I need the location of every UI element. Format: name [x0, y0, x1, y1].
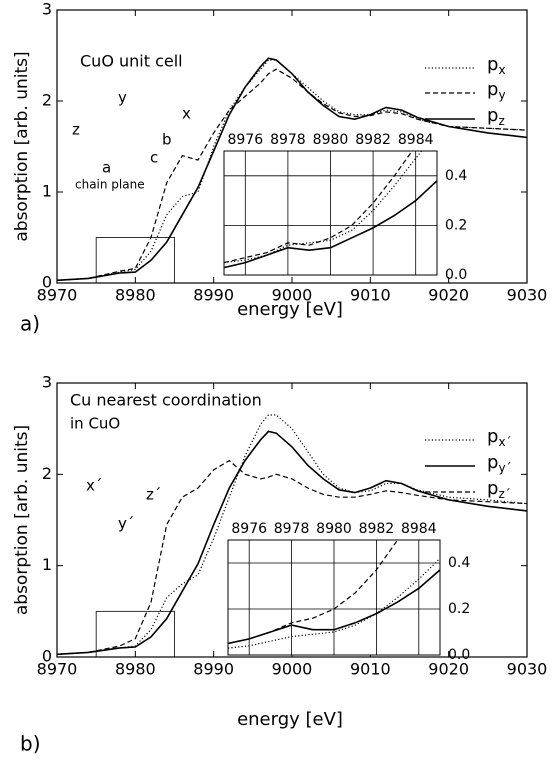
annotation: x [182, 105, 191, 123]
y-tick-label: 0.0 [445, 267, 467, 283]
legend-label: px [487, 54, 506, 77]
x-tick-label: 9020 [428, 660, 469, 679]
panel-label: b) [20, 732, 41, 756]
y-tick-label: 0.4 [445, 168, 467, 184]
series-line [224, 151, 413, 264]
annotation: y [118, 89, 127, 107]
x-tick-label: 8982 [355, 132, 391, 148]
y-tick-label: 3 [42, 0, 52, 19]
legend-label: px´ [487, 426, 512, 449]
annotation: x´ [86, 477, 102, 495]
x-tick-label: 9030 [507, 660, 548, 679]
x-tick-label: 8980 [115, 660, 156, 679]
x-tick-label: 8976 [231, 521, 267, 537]
y-tick-label: 0.2 [445, 217, 467, 233]
panel-label: a) [20, 312, 40, 336]
x-tick-label: 8984 [401, 521, 437, 537]
x-tick-label: 8976 [227, 132, 263, 148]
series-line [228, 540, 399, 645]
x-tick-label: 9010 [350, 660, 391, 679]
annotation: in CuO [70, 415, 120, 433]
x-tick-label: 9020 [428, 286, 469, 305]
legend-label: pz [487, 105, 505, 128]
y-tick-label: 0 [42, 273, 52, 292]
zoom-box [95, 237, 175, 284]
legend-label: py [487, 79, 506, 102]
x-tick-label: 8978 [274, 521, 310, 537]
x-tick-label: 9030 [507, 286, 548, 305]
series-line [57, 459, 527, 655]
x-tick-label: 9000 [272, 286, 313, 305]
annotation-title: Cu nearest coordination [70, 391, 262, 410]
annotation: chain plane [75, 178, 145, 192]
series-line [57, 59, 527, 281]
x-tick-label: 9010 [350, 286, 391, 305]
x-tick-label: 8980 [316, 521, 352, 537]
y-tick-label: 1 [42, 182, 52, 201]
x-tick-label: 8970 [37, 286, 78, 305]
series-line [57, 57, 527, 282]
y-tick-label: 0.2 [448, 601, 470, 617]
x-tick-label: 9000 [272, 660, 313, 679]
x-tick-label: 8982 [359, 521, 395, 537]
x-tick-label: 8980 [115, 286, 156, 305]
annotation: c [150, 149, 158, 167]
y-tick-label: 3 [42, 373, 52, 392]
annotation: a [102, 159, 111, 177]
series-line [57, 430, 527, 656]
y-axis-label: absorption [arb. units] [12, 51, 32, 241]
y-tick-label: 0.4 [448, 555, 470, 571]
series-line [224, 151, 423, 264]
x-tick-label: 8970 [37, 660, 78, 679]
y-tick-label: 1 [42, 555, 52, 574]
y-tick-label: 2 [42, 91, 52, 110]
x-axis-label: energy [eV] [237, 299, 343, 320]
annotation: z´ [146, 486, 161, 504]
y-axis-label: absorption [arb. units] [12, 425, 32, 615]
annotation: b [162, 131, 172, 149]
x-axis-label: energy [eV] [237, 709, 343, 730]
series-line [57, 68, 527, 281]
y-tick-label: 2 [42, 464, 52, 483]
y-tick-label: 0.0 [448, 647, 470, 663]
annotation: z [72, 121, 80, 139]
legend-label: py´ [487, 452, 512, 475]
x-tick-label: 8990 [193, 660, 234, 679]
x-tick-label: 8980 [313, 132, 349, 148]
series-line [224, 180, 437, 269]
x-tick-label: 8990 [193, 286, 234, 305]
legend-label: pz´ [487, 478, 511, 501]
zoom-box [95, 610, 175, 658]
x-tick-label: 8984 [398, 132, 434, 148]
y-tick-label: 0 [42, 647, 52, 666]
x-tick-label: 8978 [270, 132, 306, 148]
annotation: y´ [118, 515, 134, 533]
annotation-title: CuO unit cell [80, 52, 183, 71]
